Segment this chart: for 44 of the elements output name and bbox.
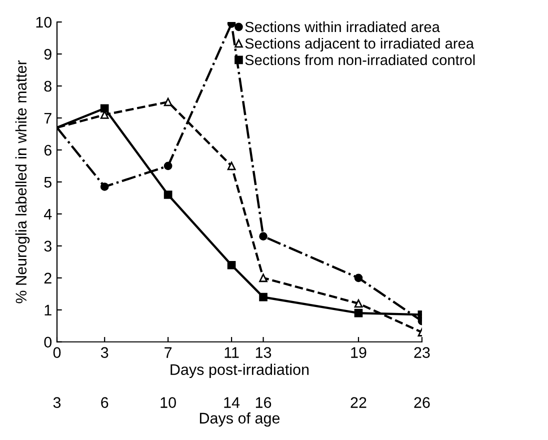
- point: [227, 260, 236, 270]
- point: [100, 182, 109, 191]
- y-tick-label: 10: [36, 16, 52, 28]
- x-tick-label: 11: [224, 347, 239, 358]
- x-tick-label: 13: [256, 347, 272, 358]
- legend-label: Sections within irradiated area: [245, 21, 440, 32]
- point: [354, 308, 363, 318]
- x2-tick-label: 16: [256, 397, 272, 408]
- point: [354, 274, 363, 282]
- point: [164, 162, 172, 170]
- point: [354, 299, 363, 308]
- legend-label: Sections adjacent to irradiated area: [245, 38, 474, 52]
- legend-label: Sections from non-irradiated control: [245, 54, 475, 66]
- point: [100, 104, 109, 113]
- point: [164, 98, 172, 106]
- y-tick-label: 3: [44, 240, 52, 252]
- y-tick-label: 4: [44, 208, 52, 220]
- point: [259, 274, 268, 282]
- point: [259, 292, 268, 302]
- x2-tick-label: 6: [101, 397, 108, 408]
- x-axis-title: Days post-irradiation: [170, 364, 309, 378]
- x-tick-label: 3: [100, 347, 108, 358]
- y-tick-label: 0: [44, 336, 52, 348]
- x2-axis-title: Days of age: [200, 412, 280, 427]
- x2-tick-label: 14: [224, 397, 240, 408]
- y-tick-label: 6: [44, 144, 52, 156]
- x-tick-label: 19: [351, 347, 366, 358]
- x2-tick-label: 26: [414, 397, 430, 408]
- x-tick-label: 7: [164, 347, 172, 358]
- y-tick-label: 7: [44, 112, 52, 124]
- y-tick-label: 2: [44, 272, 52, 284]
- point: [164, 190, 172, 199]
- x2-tick-label: 22: [350, 397, 366, 408]
- point: [259, 232, 268, 240]
- y-tick-label: 5: [44, 176, 52, 188]
- y-tick-label: 1: [44, 304, 52, 316]
- point: [227, 162, 236, 170]
- x2-tick-label: 3: [53, 397, 61, 408]
- y-tick-label: 8: [44, 80, 52, 92]
- x2-tick-label: 10: [160, 397, 176, 408]
- y-tick-label: 9: [44, 48, 52, 60]
- x-tick-label: 23: [414, 347, 430, 358]
- x-tick-label: 0: [53, 347, 61, 358]
- y-axis-title: % Neuroglia labelled in white matter: [15, 60, 30, 304]
